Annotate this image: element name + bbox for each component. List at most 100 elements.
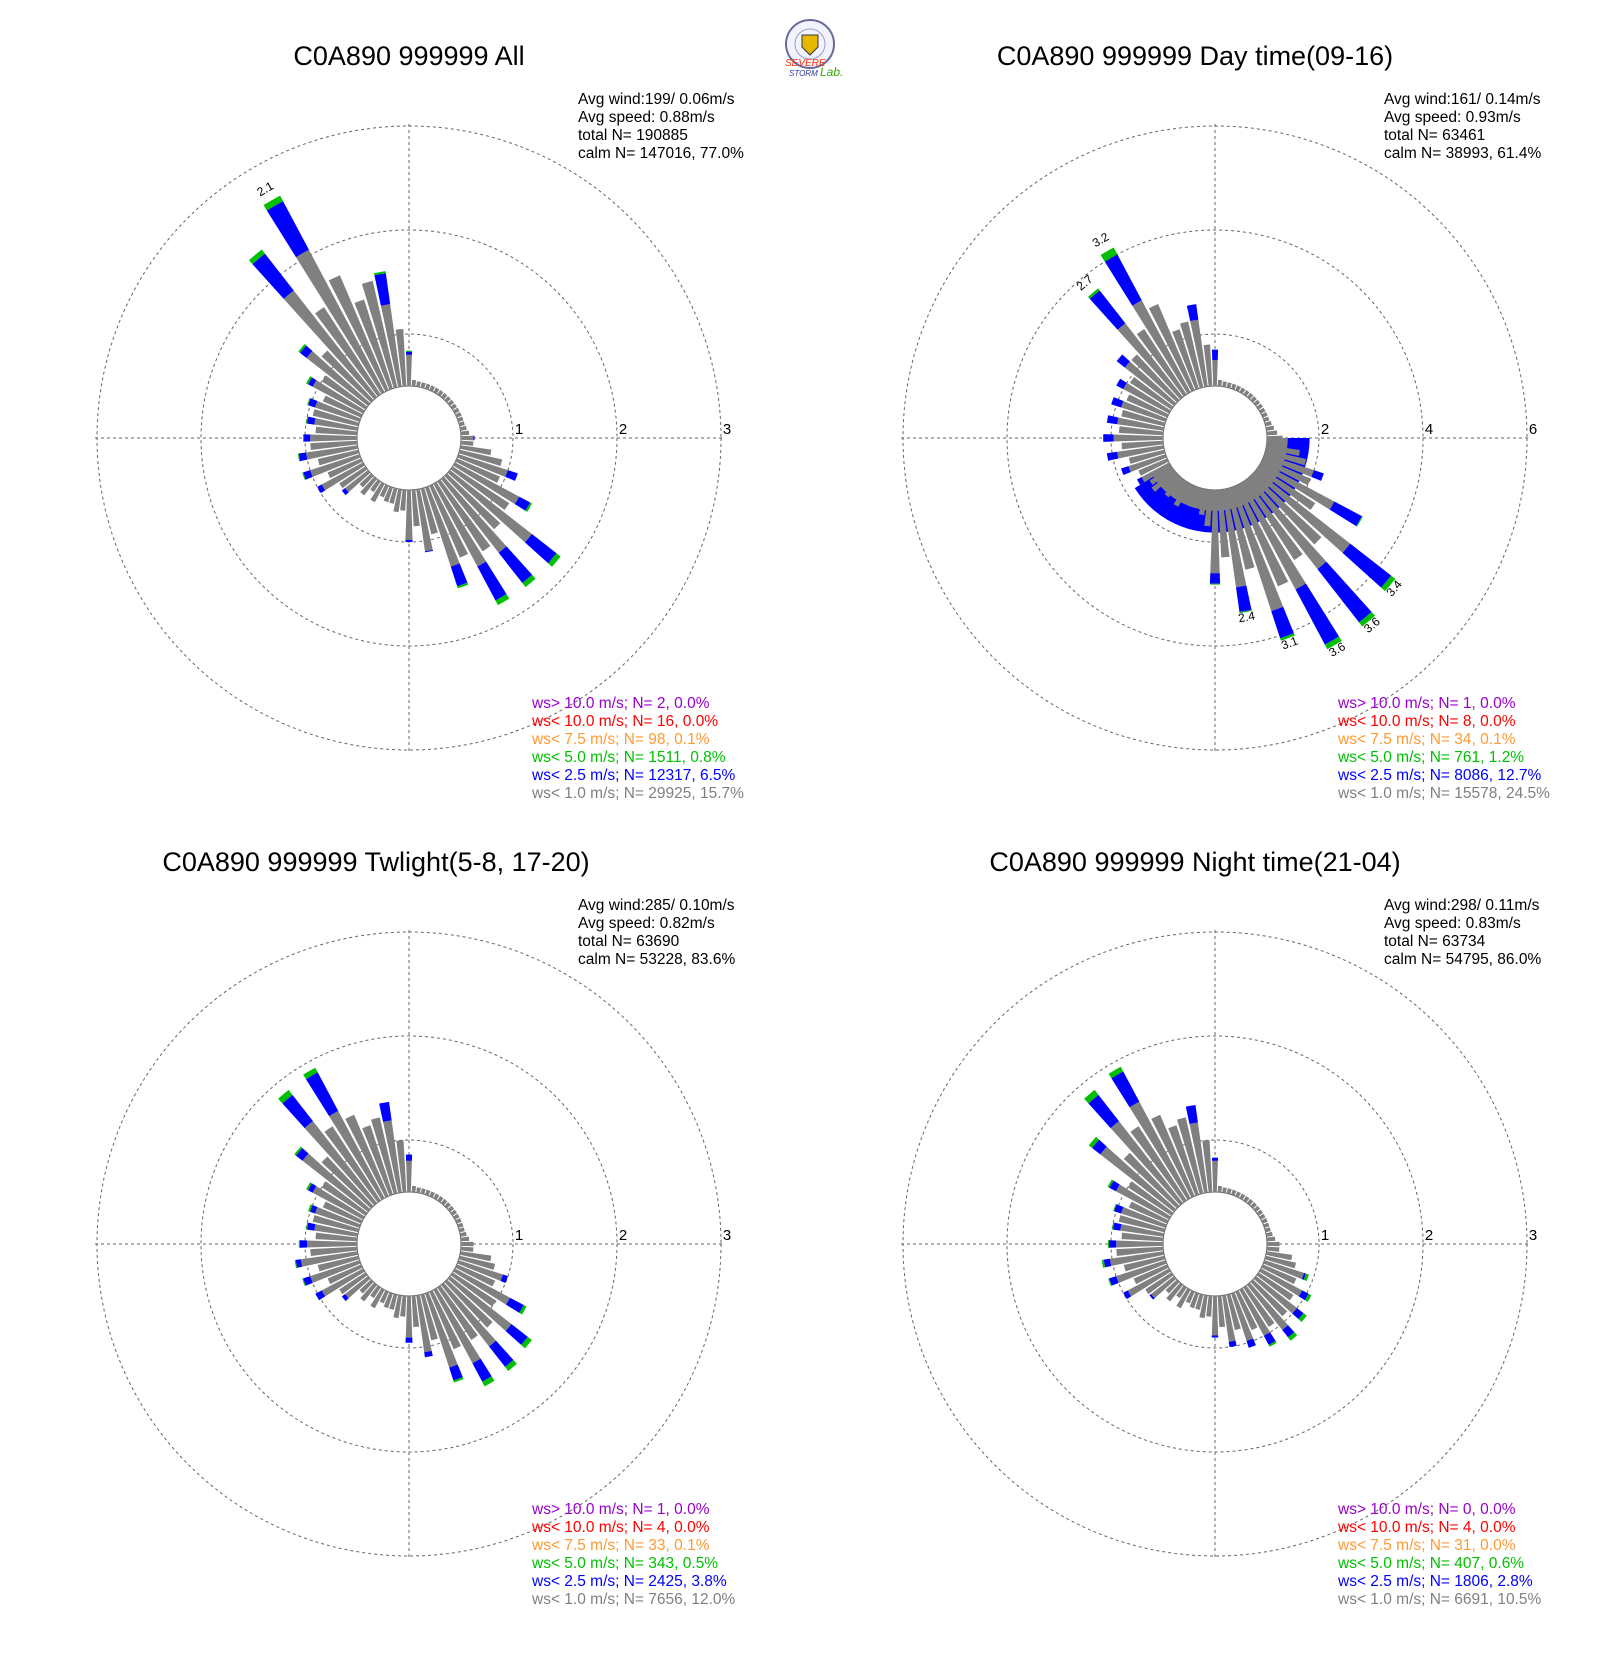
legend-entry: ws< 1.0 m/s; N= 6691, 10.5% [1337, 1591, 1542, 1608]
wind-bar-blue [308, 398, 318, 408]
wind-bar-grey [420, 1188, 426, 1195]
wind-bar-green [519, 1305, 527, 1315]
stats-line: Avg speed: 0.82m/s [578, 915, 715, 932]
wind-bar-grey [1235, 1191, 1241, 1198]
wind-bar-blue [1317, 561, 1372, 623]
wind-bar-grey [459, 425, 467, 431]
legend-entry: ws> 10.0 m/s; N= 2, 0.0% [531, 695, 710, 712]
wind-bar-grey [1243, 390, 1250, 397]
legend-entry: ws< 10.0 m/s; N= 8, 0.0% [1337, 713, 1516, 730]
wind-bar-grey [359, 473, 374, 488]
wind-bar-blue [303, 470, 313, 480]
logo-text-storm: STORM [789, 69, 818, 78]
legend-entry: ws< 5.0 m/s; N= 1511, 0.8% [531, 749, 726, 766]
wind-bar-green [297, 453, 301, 462]
wind-bar-blue [1123, 1290, 1132, 1300]
wind-bar-green [1108, 1278, 1112, 1287]
wind-bar-blue [295, 1147, 309, 1161]
wind-bar-grey [1226, 1188, 1232, 1195]
wind-bar-grey [425, 1189, 431, 1196]
wind-bar-grey [1118, 426, 1164, 436]
wind-bar-blue [374, 273, 391, 306]
wind-bar-grey [1176, 1117, 1204, 1195]
wind-bar-grey [425, 1292, 458, 1368]
stats-line: total N= 63461 [1384, 127, 1485, 144]
wind-bar-grey [441, 476, 507, 553]
wind-bar-grey [1265, 1231, 1273, 1237]
wind-bar-grey [457, 1260, 503, 1282]
panel-title: C0A890 999999 All [293, 41, 524, 71]
legend-entry: ws> 10.0 m/s; N= 0, 0.0% [1337, 1501, 1516, 1518]
wind-bar-blue [1228, 1340, 1237, 1347]
stats-line: Avg speed: 0.83m/s [1384, 915, 1521, 932]
wind-bar-grey [457, 1222, 464, 1228]
bar-value-label: 2.4 [1237, 609, 1256, 626]
wind-bar-blue [1301, 1272, 1306, 1280]
wind-bar-blue [1136, 477, 1145, 485]
wind-bar-blue [295, 1259, 303, 1268]
wind-bar-grey [1261, 458, 1311, 486]
wind-bar-green [1087, 288, 1100, 299]
wind-bar-grey [359, 1279, 374, 1294]
wind-bar-grey [314, 418, 359, 431]
wind-bar-grey [441, 392, 448, 400]
wind-bar-grey [1202, 1140, 1213, 1193]
wind-bar-grey [339, 1272, 368, 1295]
wind-bar-grey [315, 1206, 361, 1228]
wind-bar-blue [1089, 290, 1126, 330]
wind-bar-grey [1116, 1240, 1164, 1248]
wind-bar-grey [1123, 1255, 1166, 1272]
wind-bar-grey [1231, 486, 1284, 612]
wind-bar-blue [252, 253, 294, 299]
wind-bar-green [373, 271, 386, 276]
wind-bar-grey [1259, 462, 1335, 510]
wind-bar-grey [1264, 1255, 1297, 1269]
wind-bar-grey [1243, 479, 1303, 561]
wind-bar-blue [1111, 397, 1124, 408]
wind-bar-blue [1114, 1204, 1124, 1214]
wind-bar-grey [447, 1205, 455, 1212]
wind-bar-grey [1265, 1251, 1293, 1261]
wind-bar-blue [1103, 434, 1114, 442]
stats-line: calm N= 53228, 83.6% [578, 951, 735, 968]
wind-bar-blue [307, 1183, 317, 1193]
wind-bar-grey [1263, 1260, 1305, 1280]
wind-bar-blue [307, 416, 316, 425]
wind-bar-grey [1180, 321, 1204, 389]
wind-bar-grey [1116, 1246, 1164, 1257]
wind-bar-grey [1195, 487, 1204, 504]
wind-bar-green [405, 350, 413, 352]
wind-bar-grey [1126, 394, 1169, 418]
wind-bar-grey [1109, 1251, 1165, 1267]
wind-bar-grey [457, 454, 508, 477]
wind-bar-green [294, 1146, 303, 1156]
wind-bar-grey [1199, 1294, 1208, 1319]
wind-bar-grey [447, 1276, 512, 1331]
wind-bar-grey [1100, 1146, 1177, 1212]
wind-bar-blue [1116, 378, 1127, 390]
wind-bar-blue [1211, 1335, 1219, 1338]
wind-bar-grey [455, 1218, 462, 1224]
wind-bar-grey [420, 1293, 438, 1341]
wind-bar-grey [1265, 425, 1275, 431]
wind-bar-grey [306, 445, 359, 460]
wind-bar-grey [1256, 1209, 1263, 1216]
wind-bar-grey [1117, 445, 1165, 459]
wind-bar-grey [1243, 1285, 1275, 1327]
wind-bar-grey [315, 400, 361, 422]
wind-bar-grey [1235, 484, 1289, 587]
wind-bar-grey [1239, 482, 1306, 590]
wind-bar-grey [1265, 445, 1300, 456]
wind-bar-grey [1247, 392, 1254, 400]
wind-bar-grey [1118, 1215, 1166, 1233]
wind-bar-green [248, 249, 265, 265]
wind-bar-blue [1104, 254, 1142, 306]
wind-bar-grey [370, 482, 385, 503]
wind-bar-grey [416, 1187, 421, 1194]
wind-bar-blue [1246, 1338, 1256, 1348]
wind-bar-grey [458, 1227, 465, 1233]
wind-bar-grey [1243, 1196, 1250, 1203]
wind-bar-grey [327, 458, 363, 479]
wind-bar-blue [1211, 349, 1219, 361]
wind-bar-grey [1198, 488, 1208, 516]
